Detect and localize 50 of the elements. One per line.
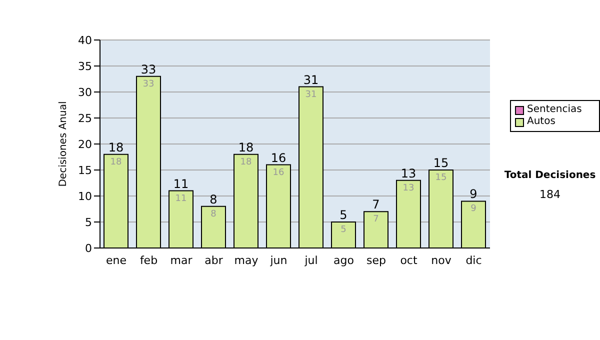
text: Total Decisiones xyxy=(503,170,597,181)
total-label: 18 xyxy=(238,140,254,154)
total-label: 33 xyxy=(140,62,156,76)
y-tick-label: 25 xyxy=(78,112,92,125)
legend-label: Autos xyxy=(527,116,556,128)
y-tick-label: 0 xyxy=(85,242,92,255)
data-label: 33 xyxy=(142,79,154,90)
data-label: 5 xyxy=(340,225,346,235)
x-tick-label: nov xyxy=(431,254,452,267)
x-tick-label: sep xyxy=(366,254,386,267)
x-tick-label: ene xyxy=(106,254,127,267)
total-label: 9 xyxy=(470,187,478,202)
data-label: 31 xyxy=(305,90,317,100)
y-tick-label: 15 xyxy=(78,164,92,177)
total-label: 8 xyxy=(210,192,218,206)
total-label: 18 xyxy=(108,140,124,154)
y-tick-label: 35 xyxy=(78,60,92,73)
x-tick-label: abr xyxy=(204,254,224,267)
data-label: 18 xyxy=(110,157,122,168)
data-label: 8 xyxy=(210,209,217,220)
y-axis-title: Decisiones Anual xyxy=(58,101,69,187)
x-tick-label: mar xyxy=(170,254,193,267)
x-tick-label: jun xyxy=(269,254,288,267)
x-tick-label: feb xyxy=(140,254,158,267)
x-tick-label: jul xyxy=(304,254,318,267)
x-tick-label: may xyxy=(234,254,259,267)
data-label: 16 xyxy=(272,168,284,178)
x-tick-label: ago xyxy=(334,254,354,267)
total-label: 7 xyxy=(372,198,380,212)
y-tick-label: 40 xyxy=(78,34,92,47)
total-label: 31 xyxy=(303,72,319,87)
total-label: 15 xyxy=(433,156,449,170)
y-tick-label: 20 xyxy=(78,138,92,151)
total-label: 13 xyxy=(400,166,416,180)
data-label: 13 xyxy=(402,183,414,194)
total-label: 5 xyxy=(340,208,348,222)
x-tick-label: oct xyxy=(400,254,418,267)
y-tick-label: 10 xyxy=(78,190,92,203)
total-label: 11 xyxy=(173,176,189,191)
x-tick-label: dic xyxy=(466,254,482,267)
legend-label: Sentencias xyxy=(527,104,582,116)
y-tick-label: 5 xyxy=(85,216,92,229)
data-label: 7 xyxy=(373,214,379,225)
data-label: 9 xyxy=(470,204,477,214)
total-label: 16 xyxy=(270,150,286,165)
data-label: 18 xyxy=(240,157,252,168)
text: 184 xyxy=(538,188,562,201)
y-tick-label: 30 xyxy=(78,86,92,99)
data-label: 11 xyxy=(175,194,187,204)
data-label: 15 xyxy=(435,173,447,183)
